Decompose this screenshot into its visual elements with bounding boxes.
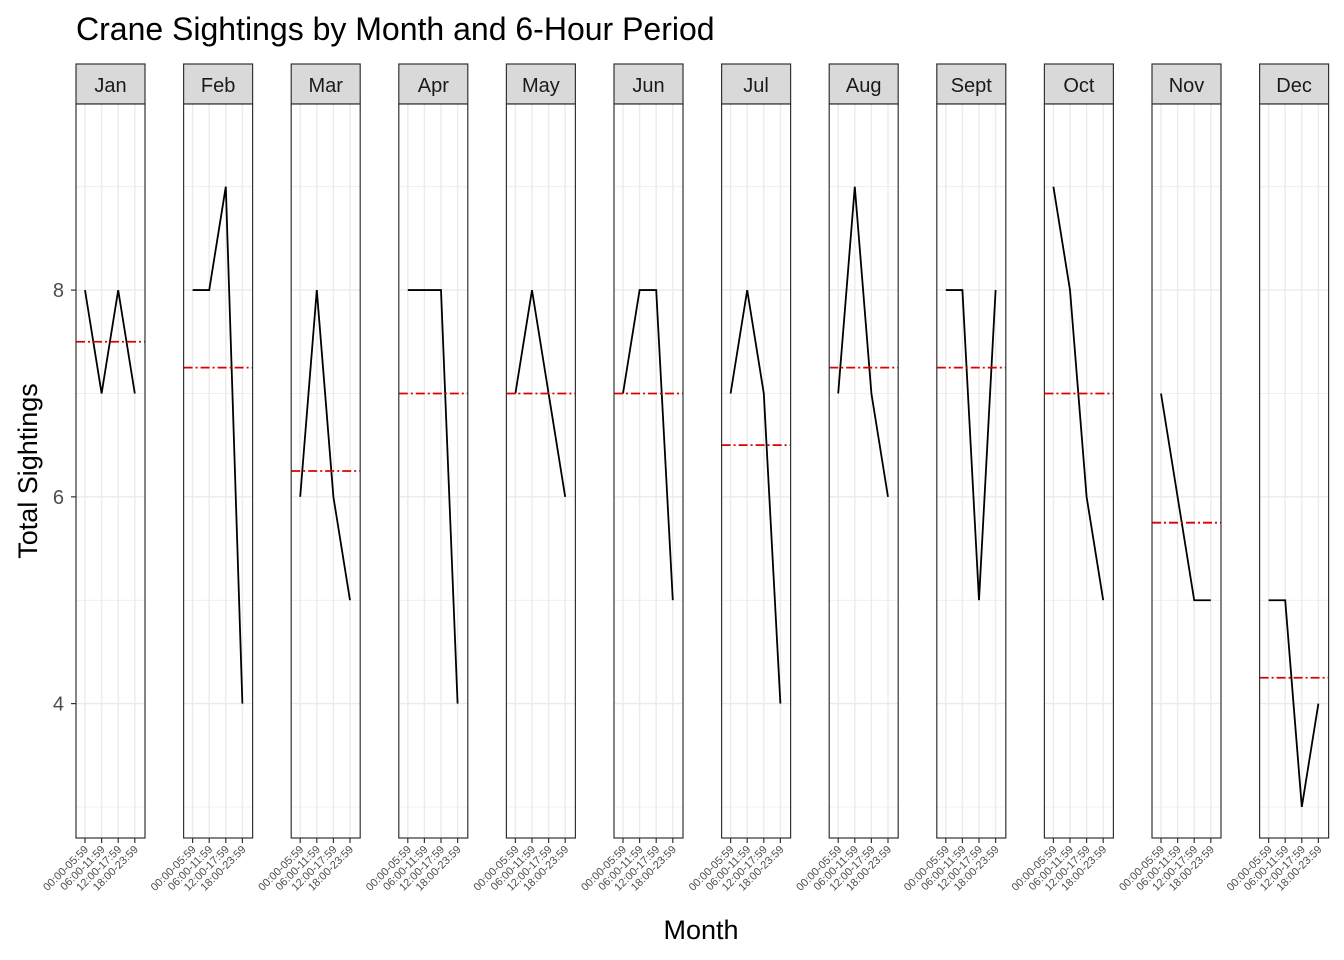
- panel-sept: Sept00:00-05:5906:00-11:5912:00-17:5918:…: [902, 63, 1007, 894]
- facet-strip-label: Jul: [743, 75, 769, 97]
- facet-strip-label: Dec: [1276, 75, 1312, 97]
- panel-border: [75, 103, 146, 839]
- panel-border: [613, 103, 684, 839]
- panel-background: [1152, 104, 1221, 838]
- panel-border: [1043, 103, 1115, 839]
- panel-nov: Nov00:00-05:5906:00-11:5912:00-17:5918:0…: [1117, 63, 1222, 894]
- series-line: [192, 186, 244, 704]
- panel-jul: Jul00:00-05:5906:00-11:5912:00-17:5918:0…: [687, 63, 792, 894]
- facet-strip-label: Nov: [1169, 75, 1205, 97]
- facet-strip-label: May: [522, 75, 560, 97]
- facet-strip-label: Jan: [94, 75, 126, 97]
- facet-strip: [613, 63, 684, 105]
- series-line: [837, 186, 889, 497]
- panel-border: [1151, 103, 1222, 839]
- facet-strip: [1258, 63, 1330, 105]
- facet-strip: [1151, 63, 1222, 105]
- facet-strip-label: Jun: [632, 75, 664, 97]
- y-axis: 4 6 8: [53, 280, 76, 716]
- facet-strip: [720, 63, 792, 105]
- panel-background: [398, 104, 468, 838]
- panel-border: [505, 103, 576, 839]
- panel-mar: Mar00:00-05:5906:00-11:5912:00-17:5918:0…: [256, 63, 361, 894]
- series-line: [514, 289, 567, 497]
- series-line: [1268, 599, 1320, 808]
- panel-border: [183, 103, 254, 839]
- series-line: [1052, 186, 1105, 601]
- series-line: [1160, 393, 1211, 602]
- panel-border: [398, 103, 469, 839]
- panel-jan: Jan00:00-05:5906:00-11:5912:00-17:5918:0…: [41, 63, 146, 894]
- y-tick-label: 6: [53, 487, 64, 509]
- panel-background: [183, 104, 253, 838]
- panel-border: [936, 103, 1007, 839]
- facet-strip: [290, 63, 361, 105]
- panel-border: [1258, 103, 1330, 839]
- panel-border: [720, 103, 792, 839]
- panel-apr: Apr00:00-05:5906:00-11:5912:00-17:5918:0…: [364, 63, 469, 894]
- facet-strip: [75, 63, 146, 105]
- y-tick-label: 8: [53, 280, 64, 302]
- panel-background: [76, 104, 145, 838]
- panel-may: May00:00-05:5906:00-11:5912:00-17:5918:0…: [472, 63, 576, 894]
- panel-background: [829, 104, 899, 838]
- facet-panels: Jan00:00-05:5906:00-11:5912:00-17:5918:0…: [41, 63, 1330, 894]
- panel-background: [721, 104, 791, 838]
- series-line: [729, 289, 782, 704]
- panel-dec: Dec00:00-05:5906:00-11:5912:00-17:5918:0…: [1225, 63, 1330, 894]
- series-line: [299, 290, 351, 601]
- series-line: [945, 289, 997, 601]
- x-axis-title: Month: [663, 915, 738, 945]
- y-axis-title: Total Sightings: [13, 383, 43, 559]
- facet-strip-label: Oct: [1063, 75, 1095, 97]
- panel-jun: Jun00:00-05:5906:00-11:5912:00-17:5918:0…: [579, 63, 684, 894]
- facet-strip: [505, 63, 576, 105]
- facet-strip-label: Feb: [201, 75, 235, 97]
- panel-background: [506, 104, 576, 838]
- facet-strip-label: Sept: [951, 75, 993, 97]
- series-line: [622, 289, 674, 601]
- panel-background: [1044, 104, 1114, 838]
- panel-aug: Aug00:00-05:5906:00-11:5912:00-17:5918:0…: [794, 63, 899, 894]
- panel-border: [828, 103, 899, 839]
- chart-title: Crane Sightings by Month and 6-Hour Peri…: [76, 11, 715, 47]
- facet-strip-label: Mar: [308, 75, 343, 97]
- facet-strip: [936, 63, 1007, 105]
- facet-strip-label: Aug: [846, 75, 882, 97]
- series-line: [407, 289, 459, 704]
- panel-background: [614, 104, 683, 838]
- panel-oct: Oct00:00-05:5906:00-11:5912:00-17:5918:0…: [1010, 63, 1115, 894]
- panel-border: [290, 103, 361, 839]
- facet-strip-label: Apr: [418, 75, 449, 97]
- y-tick-label: 4: [53, 694, 64, 716]
- panel-feb: Feb00:00-05:5906:00-11:5912:00-17:5918:0…: [149, 63, 254, 894]
